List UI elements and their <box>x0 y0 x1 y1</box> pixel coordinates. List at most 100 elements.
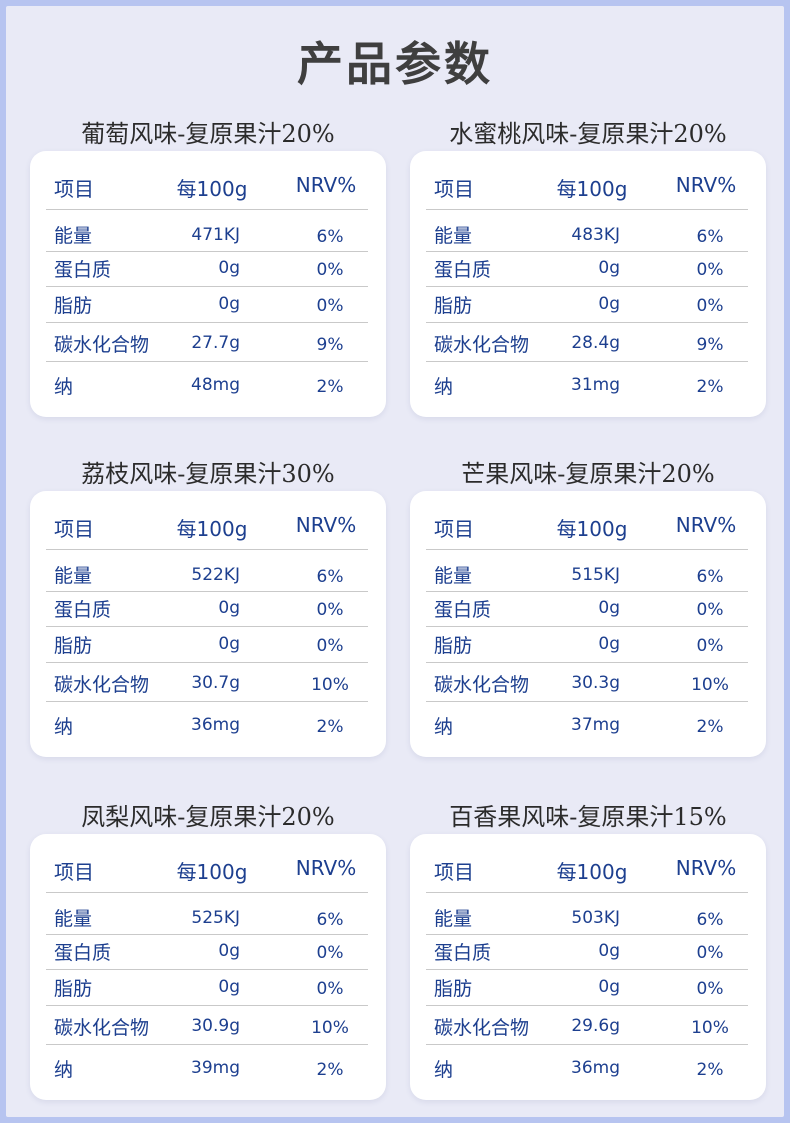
nutrient-name: 蛋白质 <box>54 259 112 281</box>
nutrient-nrv: 0% <box>696 636 724 656</box>
row-divider <box>46 591 368 592</box>
nutrient-nrv: 0% <box>316 979 344 999</box>
product-title: 凤梨风味-复原果汁20% <box>81 803 335 831</box>
nutrient-nrv: 0% <box>696 943 724 963</box>
nutrient-nrv: 6% <box>696 227 724 247</box>
nutrient-nrv: 2% <box>316 377 344 397</box>
row-divider <box>46 934 368 935</box>
row-divider <box>426 322 748 323</box>
header-nrv: NRV% <box>675 173 737 197</box>
nutrient-name: 碳水化合物 <box>54 674 150 696</box>
row-divider <box>46 251 368 252</box>
nutrient-nrv: 9% <box>696 335 724 355</box>
row-divider <box>426 662 748 663</box>
nutrient-nrv: 2% <box>696 1060 724 1080</box>
nutrient-nrv: 0% <box>696 979 724 999</box>
nutrient-name: 脂肪 <box>54 978 93 1000</box>
row-divider <box>426 251 748 252</box>
header-item: 项目 <box>54 517 94 541</box>
nutrient-value: 0g <box>218 598 240 618</box>
nutrition-table: 项目 每100g NRV% 能量 515KJ 6% 蛋白质 0g 0% 脂肪 0g 0% 碳水化合物 30… <box>410 491 766 757</box>
nutrient-nrv: 0% <box>316 296 344 316</box>
nutrient-value: 483KJ <box>571 225 620 245</box>
nutrient-value: 27.7g <box>191 333 240 353</box>
header-item: 项目 <box>434 860 474 884</box>
product-title: 葡萄风味-复原果汁20% <box>81 120 335 148</box>
nutrient-value: 0g <box>218 258 240 278</box>
page-title: 产品参数 <box>297 37 493 91</box>
nutrient-nrv: 10% <box>311 1018 349 1038</box>
nutrient-value: 522KJ <box>191 565 240 585</box>
header-nrv: NRV% <box>295 513 357 537</box>
nutrient-value: 471KJ <box>191 225 240 245</box>
nutrient-value: 30.3g <box>571 673 620 693</box>
nutrient-name: 纳 <box>434 1059 454 1081</box>
header-per100g: 每100g <box>176 517 248 541</box>
nutrient-value: 503KJ <box>571 908 620 928</box>
nutrient-value: 48mg <box>191 375 240 395</box>
row-divider <box>46 662 368 663</box>
nutrient-value: 28.4g <box>571 333 620 353</box>
row-divider <box>426 209 748 210</box>
nutrient-value: 30.9g <box>191 1016 240 1036</box>
row-divider <box>426 1005 748 1006</box>
row-divider <box>426 969 748 970</box>
nutrient-name: 纳 <box>434 716 454 738</box>
nutrient-name: 脂肪 <box>54 635 93 657</box>
nutrient-value: 37mg <box>571 715 620 735</box>
nutrient-nrv: 0% <box>316 260 344 280</box>
row-divider <box>426 626 748 627</box>
row-divider <box>426 1044 748 1045</box>
nutrient-value: 39mg <box>191 1058 240 1078</box>
nutrient-nrv: 0% <box>696 296 724 316</box>
nutrition-table: 项目 每100g NRV% 能量 522KJ 6% 蛋白质 0g 0% 脂肪 0g 0% 碳水化合物 30… <box>30 491 386 757</box>
nutrient-nrv: 6% <box>696 910 724 930</box>
nutrient-name: 蛋白质 <box>434 942 492 964</box>
nutrient-name: 蛋白质 <box>434 259 492 281</box>
nutrient-name: 脂肪 <box>434 978 473 1000</box>
nutrient-value: 29.6g <box>571 1016 620 1036</box>
nutrition-table: 项目 每100g NRV% 能量 525KJ 6% 蛋白质 0g 0% 脂肪 0g 0% 碳水化合物 30… <box>30 834 386 1100</box>
nutrient-name: 碳水化合物 <box>54 1017 150 1039</box>
header-per100g: 每100g <box>556 177 628 201</box>
nutrient-nrv: 6% <box>316 567 344 587</box>
nutrient-name: 脂肪 <box>54 295 93 317</box>
nutrient-value: 0g <box>218 294 240 314</box>
row-divider <box>46 1005 368 1006</box>
header-nrv: NRV% <box>675 513 737 537</box>
nutrient-name: 蛋白质 <box>54 599 112 621</box>
nutrient-value: 31mg <box>571 375 620 395</box>
header-item: 项目 <box>434 177 474 201</box>
row-divider <box>46 892 368 893</box>
product-title: 荔枝风味-复原果汁30% <box>81 460 335 488</box>
product-title: 芒果风味-复原果汁20% <box>461 460 715 488</box>
header-nrv: NRV% <box>295 173 357 197</box>
nutrient-nrv: 6% <box>316 910 344 930</box>
nutrient-nrv: 0% <box>696 600 724 620</box>
nutrient-value: 0g <box>598 977 620 997</box>
row-divider <box>46 361 368 362</box>
product-title: 水蜜桃风味-复原果汁20% <box>449 120 727 148</box>
nutrient-nrv: 2% <box>316 717 344 737</box>
nutrient-value: 0g <box>598 598 620 618</box>
row-divider <box>46 1044 368 1045</box>
row-divider <box>46 969 368 970</box>
nutrient-name: 能量 <box>434 225 473 247</box>
nutrient-name: 纳 <box>54 376 74 398</box>
nutrition-table: 项目 每100g NRV% 能量 503KJ 6% 蛋白质 0g 0% 脂肪 0g 0% 碳水化合物 29… <box>410 834 766 1100</box>
nutrient-name: 脂肪 <box>434 295 473 317</box>
nutrient-value: 0g <box>598 634 620 654</box>
nutrient-nrv: 6% <box>316 227 344 247</box>
row-divider <box>426 934 748 935</box>
row-divider <box>426 591 748 592</box>
nutrient-name: 脂肪 <box>434 635 473 657</box>
nutrient-nrv: 0% <box>316 943 344 963</box>
row-divider <box>46 322 368 323</box>
header-per100g: 每100g <box>556 860 628 884</box>
nutrient-name: 碳水化合物 <box>54 334 150 356</box>
nutrient-nrv: 10% <box>691 675 729 695</box>
nutrient-value: 0g <box>598 941 620 961</box>
row-divider <box>46 626 368 627</box>
row-divider <box>46 701 368 702</box>
nutrient-nrv: 10% <box>691 1018 729 1038</box>
